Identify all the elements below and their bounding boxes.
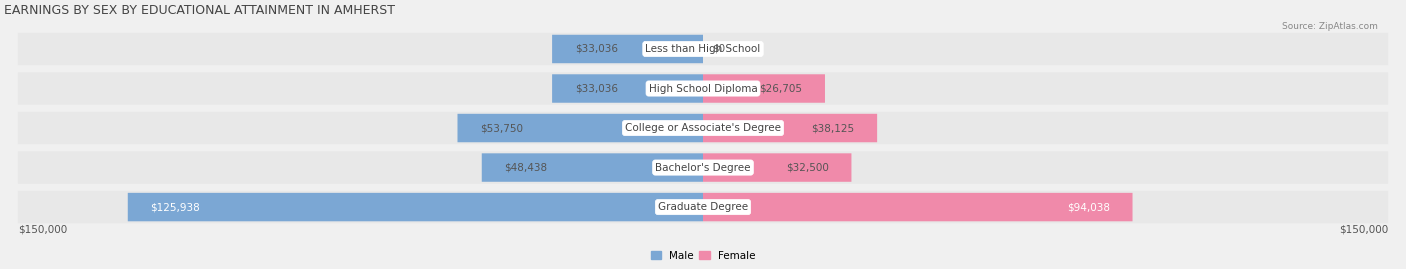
Text: $38,125: $38,125 (811, 123, 855, 133)
Text: Graduate Degree: Graduate Degree (658, 202, 748, 212)
Text: $0: $0 (711, 44, 725, 54)
Text: EARNINGS BY SEX BY EDUCATIONAL ATTAINMENT IN AMHERST: EARNINGS BY SEX BY EDUCATIONAL ATTAINMEN… (4, 4, 395, 17)
FancyBboxPatch shape (553, 74, 703, 103)
FancyBboxPatch shape (482, 153, 703, 182)
Text: $26,705: $26,705 (759, 83, 803, 94)
Text: $33,036: $33,036 (575, 83, 619, 94)
Text: $150,000: $150,000 (1339, 225, 1388, 235)
Text: $150,000: $150,000 (18, 225, 67, 235)
Legend: Male, Female: Male, Female (647, 247, 759, 265)
Text: High School Diploma: High School Diploma (648, 83, 758, 94)
FancyBboxPatch shape (553, 35, 703, 63)
FancyBboxPatch shape (18, 33, 1388, 65)
FancyBboxPatch shape (703, 74, 825, 103)
FancyBboxPatch shape (703, 193, 1132, 221)
Text: Bachelor's Degree: Bachelor's Degree (655, 162, 751, 172)
Text: $94,038: $94,038 (1067, 202, 1109, 212)
Text: Source: ZipAtlas.com: Source: ZipAtlas.com (1282, 22, 1378, 30)
FancyBboxPatch shape (18, 151, 1388, 184)
FancyBboxPatch shape (18, 191, 1388, 223)
FancyBboxPatch shape (18, 72, 1388, 105)
FancyBboxPatch shape (703, 153, 852, 182)
Text: $33,036: $33,036 (575, 44, 619, 54)
Text: College or Associate's Degree: College or Associate's Degree (626, 123, 780, 133)
Text: Less than High School: Less than High School (645, 44, 761, 54)
FancyBboxPatch shape (703, 114, 877, 142)
Text: $53,750: $53,750 (481, 123, 523, 133)
FancyBboxPatch shape (18, 112, 1388, 144)
Text: $48,438: $48,438 (505, 162, 548, 172)
Text: $32,500: $32,500 (786, 162, 828, 172)
Text: $125,938: $125,938 (150, 202, 201, 212)
FancyBboxPatch shape (457, 114, 703, 142)
FancyBboxPatch shape (128, 193, 703, 221)
